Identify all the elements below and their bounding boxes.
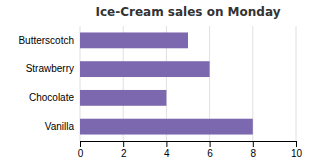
grid <box>80 26 296 141</box>
tick-mark <box>253 141 254 147</box>
tick-label: 0 <box>78 148 84 159</box>
grid-line <box>296 26 297 141</box>
tick-label: 8 <box>251 148 257 159</box>
x-axis: 0 2 4 6 8 10 <box>78 141 303 159</box>
bars <box>80 32 253 134</box>
bar <box>80 119 253 135</box>
y-axis: Vanilla Chocolate Strawberry Butterscotch <box>18 35 80 132</box>
tick: Chocolate <box>29 92 80 103</box>
tick: Strawberry <box>26 63 80 74</box>
tick: 6 <box>207 141 213 159</box>
tick-label: 10 <box>291 148 303 159</box>
bar <box>80 90 166 106</box>
tick-label: Chocolate <box>29 92 74 103</box>
tick: 8 <box>251 141 257 159</box>
tick-mark <box>166 141 167 147</box>
tick-mark <box>80 141 81 147</box>
bar <box>80 61 210 77</box>
tick-label: 2 <box>121 148 127 159</box>
tick: 4 <box>164 141 170 159</box>
tick: 0 <box>78 141 84 159</box>
tick-mark <box>123 141 124 147</box>
axis-line <box>81 142 297 148</box>
tick-label: 4 <box>164 148 170 159</box>
tick-mark <box>210 141 211 147</box>
tick: 10 <box>291 141 303 159</box>
plot: 0 2 4 6 8 10 Vanilla Chocolate Strawberry Butters… <box>18 26 302 159</box>
tick: Butterscotch <box>18 35 80 46</box>
tick-label: Vanilla <box>45 121 75 132</box>
tick-label: Strawberry <box>26 63 74 74</box>
tick-label: Butterscotch <box>18 35 74 46</box>
tick-mark <box>296 141 297 147</box>
tick: Vanilla <box>45 121 80 132</box>
chart: 0 2 4 6 8 10 Vanilla Chocolate Strawberry Butters… <box>0 0 310 163</box>
tick-label: 6 <box>207 148 213 159</box>
bar <box>80 32 188 48</box>
tick: 2 <box>121 141 127 159</box>
title: Ice-Cream sales on Monday <box>96 5 281 19</box>
